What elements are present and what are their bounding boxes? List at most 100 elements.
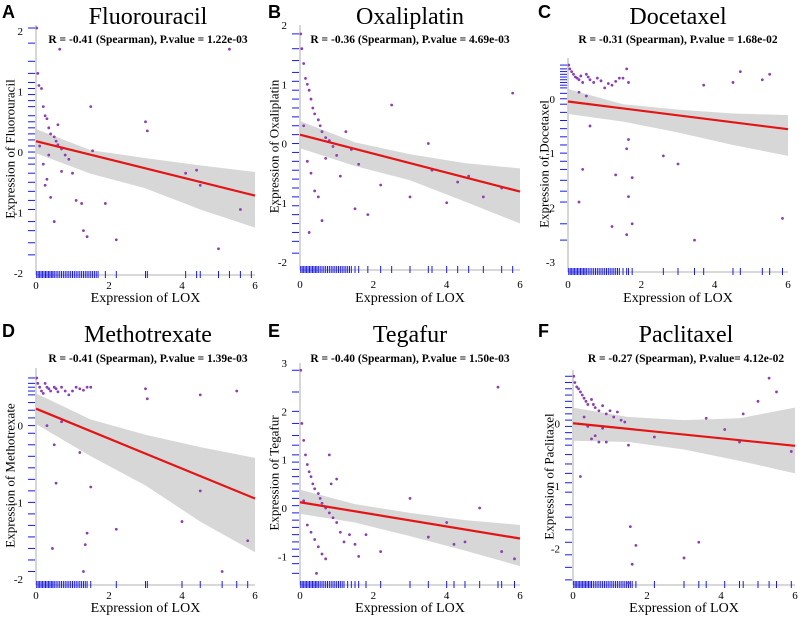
x-tick-label: 6 xyxy=(252,590,258,602)
data-point xyxy=(195,168,199,172)
data-point xyxy=(145,397,149,401)
data-point xyxy=(610,225,614,228)
data-point xyxy=(40,87,43,90)
panel-stats: R = -0.41 (Spearman), P.value = 1.39e-03 xyxy=(48,353,247,365)
x-tick-label: 4 xyxy=(179,280,185,292)
data-point xyxy=(78,451,82,454)
data-point xyxy=(366,213,370,217)
data-point xyxy=(45,177,49,181)
data-point xyxy=(614,79,618,83)
data-point xyxy=(568,67,572,71)
data-point xyxy=(577,78,581,82)
data-point xyxy=(329,482,333,486)
data-point xyxy=(731,81,735,84)
data-point xyxy=(307,470,311,474)
data-point xyxy=(304,76,307,80)
data-point xyxy=(627,581,630,585)
data-point xyxy=(342,540,346,544)
data-point xyxy=(52,135,56,139)
panel-title: Oxaliplatin xyxy=(356,4,464,30)
data-point xyxy=(610,83,614,87)
data-point xyxy=(313,538,317,541)
data-point xyxy=(625,67,629,71)
data-point xyxy=(338,530,342,534)
data-point xyxy=(47,387,51,391)
data-point xyxy=(305,523,309,527)
y-tick-label: -1 xyxy=(278,198,287,210)
data-point xyxy=(588,124,592,128)
data-point xyxy=(606,82,610,85)
data-point xyxy=(601,426,604,430)
data-point xyxy=(89,385,93,389)
data-point xyxy=(467,174,471,178)
panel-c: C Docetaxel R = -0.31 (Spearman), P.value … xyxy=(537,2,792,306)
data-point xyxy=(300,47,304,51)
data-point xyxy=(653,435,656,439)
panel-title: Fluorouracil xyxy=(89,4,208,30)
data-point xyxy=(71,389,74,393)
y-tick-label: -3 xyxy=(546,257,556,269)
data-point xyxy=(320,130,324,134)
panel-f: F Paclitaxel R = -0.27 (Spearman), P.value… xyxy=(538,321,798,616)
data-point xyxy=(43,114,47,118)
data-point xyxy=(570,70,574,73)
data-point xyxy=(579,74,583,78)
y-tick-label: 0 xyxy=(282,503,288,515)
data-point xyxy=(331,145,335,148)
data-point xyxy=(114,527,118,531)
panel-title: Methotrexate xyxy=(84,322,212,348)
data-point xyxy=(408,195,412,199)
data-point xyxy=(756,399,760,403)
data-point xyxy=(67,393,71,397)
data-point xyxy=(704,416,708,420)
data-point xyxy=(85,385,89,389)
data-point xyxy=(40,389,43,393)
panel-stats: R = -0.41 (Spearman), P.value = 1.22e-03 xyxy=(48,34,247,46)
x-tick-label: 0 xyxy=(297,590,303,602)
data-point xyxy=(625,233,629,237)
data-point xyxy=(577,90,581,94)
data-point xyxy=(198,183,202,187)
confidence-band xyxy=(36,393,255,553)
x-tick-label: 6 xyxy=(517,590,523,602)
data-point xyxy=(327,453,331,457)
data-point xyxy=(49,132,52,136)
regression-line xyxy=(35,407,256,500)
y-tick-label: 2 xyxy=(282,20,288,32)
data-point xyxy=(67,157,71,161)
data-point xyxy=(353,207,357,211)
data-point xyxy=(702,83,706,87)
panel-letter: B xyxy=(268,2,281,22)
x-tick-label: 6 xyxy=(792,590,798,602)
data-point xyxy=(144,120,147,124)
data-point xyxy=(445,521,449,524)
data-point xyxy=(335,477,339,481)
data-point xyxy=(331,516,335,520)
data-point xyxy=(38,144,42,148)
data-point xyxy=(318,496,322,500)
data-point xyxy=(627,195,630,199)
data-point xyxy=(78,387,82,391)
x-tick-label: 2 xyxy=(639,279,645,291)
data-point xyxy=(228,47,231,51)
data-point xyxy=(621,76,625,80)
panel-stats: R = -0.40 (Spearman), P.value = 1.50e-03 xyxy=(310,353,509,365)
data-point xyxy=(36,71,40,75)
data-point xyxy=(71,171,74,175)
data-point xyxy=(302,124,306,128)
x-tick-label: 0 xyxy=(570,590,576,602)
data-point xyxy=(573,381,577,384)
x-tick-label: 4 xyxy=(712,279,718,291)
panel-letter: D xyxy=(2,321,15,341)
data-point xyxy=(60,385,63,389)
data-point xyxy=(630,176,634,179)
data-point xyxy=(41,162,45,166)
x-axis-label: Expression of LOX xyxy=(91,291,201,306)
data-point xyxy=(364,533,368,537)
data-point xyxy=(584,72,588,76)
y-tick-label: 0 xyxy=(555,418,561,430)
data-point xyxy=(625,147,629,151)
data-point xyxy=(45,117,49,121)
data-point xyxy=(344,130,348,134)
y-tick-label: -2 xyxy=(14,574,23,586)
